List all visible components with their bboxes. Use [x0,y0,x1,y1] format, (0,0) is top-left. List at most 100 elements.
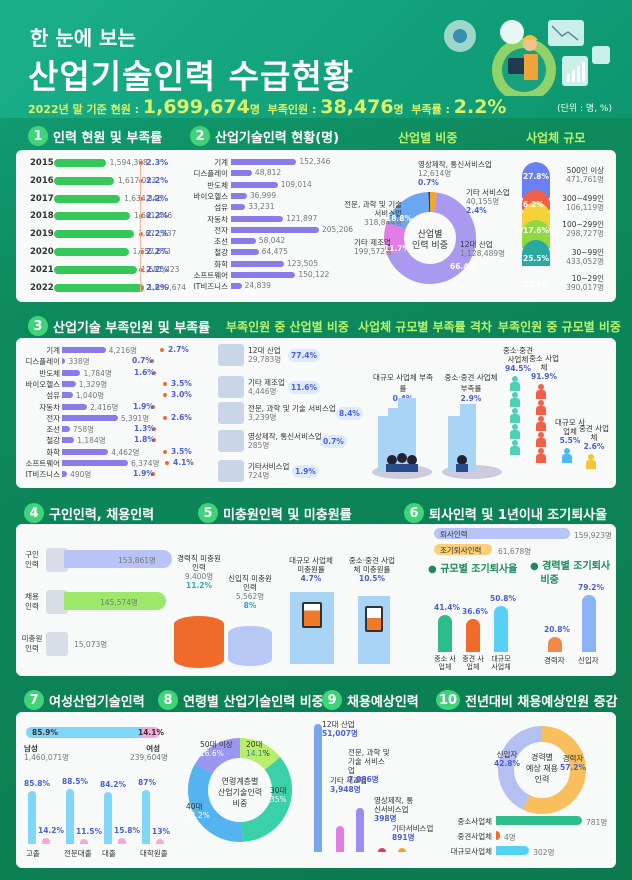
early-resign-label: 조기퇴사인력 [440,546,482,555]
career-new: 신입자 42.8% [494,750,521,768]
pct-value: 14.1 [138,728,157,737]
industry-label: 바이오헬스 [25,379,61,389]
edu-label: 전문대졸 [64,849,92,858]
item-count: 3,239명 [248,413,277,422]
label-text: 중소·중견 사업체 미충원률 [348,556,396,574]
career-early-bar [582,594,596,652]
label-text: 기타 제조업 [330,776,367,785]
industry-label: 섬유 [46,391,60,401]
rate-value: 1.9% [133,469,154,479]
pct-value: 34.2 [186,811,203,820]
industry-bar [231,272,296,278]
pct-value: 57.2 [560,763,579,772]
pct-value: 13 [152,826,163,836]
title-text: 경력별 조기퇴사 [542,561,611,572]
recruit-illustration-icon [46,590,68,614]
person-icon [510,392,520,407]
label-line: 미충원 [21,634,43,643]
current-value: 1,699,674 [142,96,250,118]
industry-label: IT비즈니스 [25,470,60,480]
industry-label: 바이오헬스 [193,191,229,201]
label-text: 여성 [146,744,160,753]
industry-label: 철강 [46,436,60,446]
recruit-label: 채용 인력 [20,592,44,612]
sme-building-battery-icon [358,596,390,664]
industry-label: 기계 [46,346,60,355]
edu-label: 고졸 [26,849,40,858]
label-other-service: 기타 서비스업 40,155명 2.4% [466,188,510,215]
count: 9,400명 [184,572,214,581]
industry-value: 152,346 [299,157,331,166]
size-early-pct: 36.6% [462,607,489,617]
size-share-label: 중소 사업체 91.9% [529,354,559,381]
label-count: 40,155명 [466,197,500,206]
section-number: 2 [190,126,210,146]
section-title-text: 미충원인력 및 미충원률 [223,507,352,523]
shortage-value: 1,329명 [78,379,108,389]
item-count: 285명 [248,441,270,450]
rate-value: 4.1% [173,458,194,467]
recruit-illustration-icon [46,632,68,656]
label-text: 대규모 사업체 미충원률 [289,556,333,574]
career-early-label: 경력자 [544,656,565,665]
item-count: 29,783명 [248,355,282,364]
shortage-value: 2,416명 [90,402,119,412]
item-pct: 77.4% [288,349,321,362]
industry-illustration-icon [218,402,244,424]
label-text: 영상제작, 통신서비스업 [418,160,492,169]
pct-value: 20.8 [544,625,563,635]
person-icon [586,454,596,469]
rate-value: 2.2% [146,175,169,185]
size-name: 300~499인 [562,194,604,203]
pct-value: 11.7 [384,244,403,253]
label-text: 남성 [24,744,38,753]
industry-label: 조선 [46,425,60,435]
industry-label: 전자 [46,413,60,423]
center-line: 비중 [232,799,248,808]
industry-bar [231,238,256,245]
rate-value: 3.5% [171,446,192,456]
rate-dot [152,438,156,443]
hire-forecast-label: 기타서비스업 891명 [392,824,442,842]
industry-value: 58,042 [258,236,286,246]
shortage-value: 5,391명 [120,413,150,423]
donut-center-line1: 산업별 [417,230,443,240]
industry-label: 디스플레이 [193,169,229,179]
section-title-text: 인력 현원 및 부족률 [53,130,163,146]
size-early-label: 중소 사업체 [434,655,456,671]
recruit-value: 153,861명 [118,556,156,565]
rate-value: 2.2% [146,229,169,239]
early-resign-value: 61,678명 [498,547,532,556]
industry-bar [231,159,297,165]
hire-forecast-label: 영상제작, 통신서비스업 398명 [374,796,416,823]
item-name: 기타 제조업 [248,378,285,387]
current-value: 1,594,398 [109,158,148,167]
person-icon [510,440,520,455]
rate-dot [151,404,155,409]
section-title-text: 퇴사인력 및 1년이내 조기퇴사율 [429,507,608,523]
shortage-bar [62,437,75,444]
recruit-label: 미충원 인력 [20,634,44,654]
label-pct: 0.7 [418,178,432,187]
label-text: 기타 서비스업 [466,188,510,197]
current-value: 1,699,674 [147,282,187,292]
rate-dot [139,178,143,183]
section-title-text: 산업기술 부족인원 및 부족률 [53,320,211,336]
section-1-title: 1 인력 현원 및 부족률 [28,126,162,146]
section-number: 6 [404,503,424,523]
pct-value: 41.4 [434,602,453,612]
label-text: 경력직 미충원인력 [177,554,221,572]
rate-value: 2.2% [146,193,169,203]
male-edu-bar [66,789,74,844]
pct-value: 14.2 [38,826,57,836]
current-bar [54,283,144,292]
year-label: 2019 [30,229,54,240]
rate-line [140,164,141,292]
rate-value: 2.7% [168,345,189,354]
shortage-unit: 명 [393,103,404,116]
hire-forecast-bar [336,826,344,852]
section-7-title: 7 여성산업기술인력 [24,690,145,710]
sub-title-size-share: 부족인원 중 규모별 비중 [498,320,621,334]
label-line: 인력 [25,644,39,653]
shortage-value: 6,374명 [131,459,160,468]
